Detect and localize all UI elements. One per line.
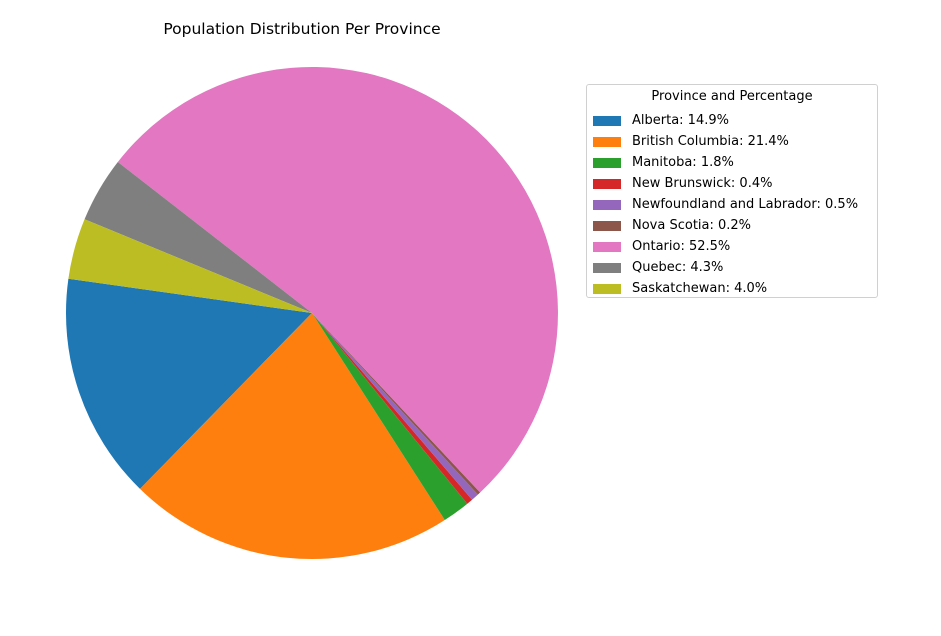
chart-title: Population Distribution Per Province: [163, 20, 440, 38]
pie-slices: [65, 67, 558, 560]
legend-swatch: [593, 220, 621, 231]
legend-item: Quebec: 4.3%: [593, 257, 858, 278]
legend-item: Manitoba: 1.8%: [593, 152, 858, 173]
pie-slice-british-columbia: [140, 313, 445, 560]
legend-label: Manitoba: 1.8%: [632, 155, 734, 170]
legend-item: Nova Scotia: 0.2%: [593, 215, 858, 236]
legend-swatch: [593, 283, 621, 294]
pie-slice-newfoundland-and-labrador: [312, 313, 478, 500]
pie-slice-nova-scotia: [312, 313, 481, 495]
legend-title: Province and Percentage: [651, 89, 813, 104]
legend-swatch: [593, 157, 621, 168]
legend-list: Alberta: 14.9% British Columbia: 21.4% Man…: [593, 110, 858, 299]
pie-slice-new-brunswick: [312, 313, 473, 504]
legend-label: Quebec: 4.3%: [632, 260, 724, 275]
legend-label: Nova Scotia: 0.2%: [632, 218, 752, 233]
legend-label: Alberta: 14.9%: [632, 113, 729, 128]
legend-label: Ontario: 52.5%: [632, 239, 731, 254]
pie-slice-ontario: [117, 67, 558, 493]
legend-label: Newfoundland and Labrador: 0.5%: [632, 197, 859, 212]
legend-item: Saskatchewan: 4.0%: [593, 278, 858, 299]
legend-item: Alberta: 14.9%: [593, 110, 858, 131]
legend-swatch: [593, 136, 621, 147]
legend-item: New Brunswick: 0.4%: [593, 173, 858, 194]
legend-swatch: [593, 199, 621, 210]
legend-label: Saskatchewan: 4.0%: [632, 281, 768, 296]
legend-swatch: [593, 241, 621, 252]
legend-item: British Columbia: 21.4%: [593, 131, 858, 152]
pie-slice-quebec: [84, 161, 312, 313]
pie-slice-alberta: [65, 278, 313, 489]
legend-item: Ontario: 52.5%: [593, 236, 858, 257]
legend-label: New Brunswick: 0.4%: [632, 176, 773, 191]
legend-label: British Columbia: 21.4%: [632, 134, 789, 149]
pie-slice-manitoba: [312, 313, 468, 521]
legend-swatch: [593, 178, 621, 189]
pie-slice-saskatchewan: [68, 219, 312, 313]
legend: Province and Percentage Alberta: 14.9% Br…: [586, 84, 878, 298]
legend-item: Newfoundland and Labrador: 0.5%: [593, 194, 858, 215]
legend-swatch: [593, 262, 621, 273]
legend-swatch: [593, 115, 621, 126]
